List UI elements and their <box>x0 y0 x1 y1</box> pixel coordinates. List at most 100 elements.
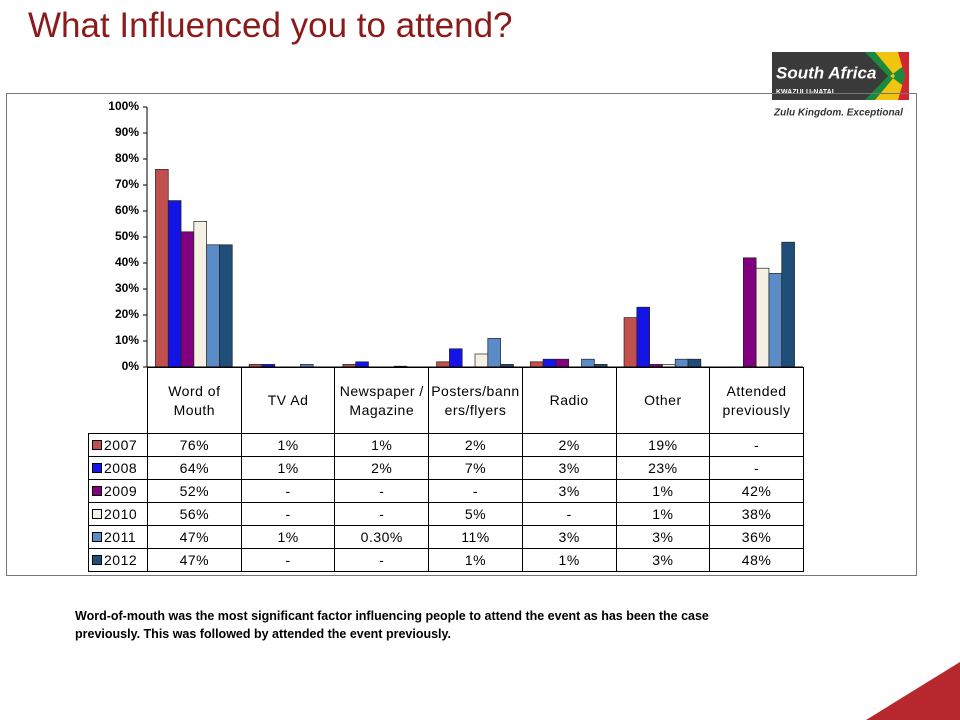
table-value: - <box>334 502 430 526</box>
legend-label: 2008 <box>104 460 138 476</box>
table-value: 1% <box>240 433 336 457</box>
table-value: 1% <box>240 456 336 480</box>
table-value: 42% <box>709 479 804 503</box>
table-value: 52% <box>147 479 242 503</box>
table-value: 3% <box>615 548 711 572</box>
bar <box>167 200 182 368</box>
table-value: - <box>240 502 336 526</box>
table-value: 1% <box>428 548 523 572</box>
table-value: 2% <box>428 433 523 457</box>
table-value: 3% <box>615 525 711 549</box>
table-value: 47% <box>147 548 242 572</box>
table-value: 38% <box>709 502 804 526</box>
legend-entry: 2010 <box>88 502 148 526</box>
legend-entry: 2011 <box>88 525 148 549</box>
legend-entry: 2008 <box>88 456 148 480</box>
bar <box>542 358 557 368</box>
bar <box>555 358 570 368</box>
y-tick-label: 30% <box>115 281 139 295</box>
bar <box>755 267 770 368</box>
legend-swatch <box>92 440 102 450</box>
y-tick-label: 20% <box>115 307 139 321</box>
category-label: Attended previously <box>709 367 804 434</box>
slide-title: What Influenced you to attend? <box>28 6 513 45</box>
logo-flag <box>898 52 909 100</box>
bar <box>581 358 595 368</box>
bar <box>193 221 208 368</box>
legend-entry: 2012 <box>88 548 148 572</box>
table-value: 48% <box>709 548 804 572</box>
chart-frame <box>6 93 917 576</box>
legend-swatch <box>92 532 102 542</box>
category-label: TV Ad <box>240 367 336 434</box>
bar <box>474 353 489 368</box>
y-tick-label: 90% <box>115 125 139 139</box>
table-row: 2011 47% 1% 0.30% 11% 3% 3% 36% <box>88 525 804 549</box>
table-value: 1% <box>334 433 430 457</box>
category-label: Radio <box>521 367 617 434</box>
legend-entry: 2009 <box>88 479 148 503</box>
bar <box>623 317 638 368</box>
legend-label: 2010 <box>104 506 138 522</box>
table-value: 36% <box>709 525 804 549</box>
logo-region: KWAZULU-NATAL <box>776 89 837 96</box>
table-value: - <box>709 456 804 480</box>
bar <box>742 257 757 368</box>
y-tick-label: 50% <box>115 229 139 243</box>
table-value: 5% <box>428 502 523 526</box>
bar <box>206 244 220 368</box>
legend-entry: 2007 <box>88 433 148 457</box>
table-value: 23% <box>615 456 711 480</box>
table-value: 3% <box>521 456 617 480</box>
table-value: 56% <box>147 502 242 526</box>
table-value: 3% <box>521 525 617 549</box>
bar <box>781 241 795 368</box>
logo-name: South Africa <box>776 63 876 82</box>
y-tick-label: 40% <box>115 255 139 269</box>
table-value: 1% <box>521 548 617 572</box>
legend-label: 2011 <box>104 529 137 545</box>
bar <box>180 231 195 368</box>
legend-label: 2009 <box>104 483 138 499</box>
table-value: 11% <box>428 525 523 549</box>
table-value: 1% <box>615 479 711 503</box>
table-row: Word of Mouth TV Ad Newspaper / Magazine Po… <box>89 367 804 434</box>
table-value: - <box>709 433 804 457</box>
bar <box>487 338 501 368</box>
bar <box>219 244 233 368</box>
table-value: 2% <box>521 433 617 457</box>
logo: South Africa KWAZULU-NATAL Zulu Kingdom.… <box>772 52 909 119</box>
legend-label: 2012 <box>104 552 138 568</box>
table-value: 1% <box>240 525 336 549</box>
legend-label: 2007 <box>104 437 138 453</box>
table-value: 2% <box>334 456 430 480</box>
table-row: 2010 56% - -5% -1% 38% <box>88 502 804 526</box>
table-value: 7% <box>428 456 523 480</box>
category-label: Newspaper / Magazine <box>334 367 430 434</box>
table-value: - <box>334 548 430 572</box>
table-value: 1% <box>615 502 711 526</box>
table-value: - <box>428 479 523 503</box>
table-value: 19% <box>615 433 711 457</box>
legend-swatch <box>92 463 102 473</box>
legend-swatch <box>92 509 102 519</box>
table-row: 2007 76% 1% 1% 2% 2% 19% - <box>88 433 804 457</box>
table-row: 2012 47% - -1% 1% 3% 48% <box>88 548 804 572</box>
table-value: 0.30% <box>334 525 430 549</box>
y-tick-label: 60% <box>115 203 139 217</box>
bar <box>636 306 650 368</box>
bar <box>674 358 689 368</box>
table-value: - <box>240 548 336 572</box>
table-corner <box>89 368 148 434</box>
table-value: - <box>240 479 336 503</box>
bar <box>768 273 783 368</box>
bar <box>449 348 463 368</box>
category-label: Other <box>615 367 711 434</box>
bar <box>687 358 702 368</box>
table-value: 64% <box>147 456 242 480</box>
y-tick-label: 10% <box>115 333 139 347</box>
table-value: 47% <box>147 525 242 549</box>
table-value: - <box>334 479 430 503</box>
